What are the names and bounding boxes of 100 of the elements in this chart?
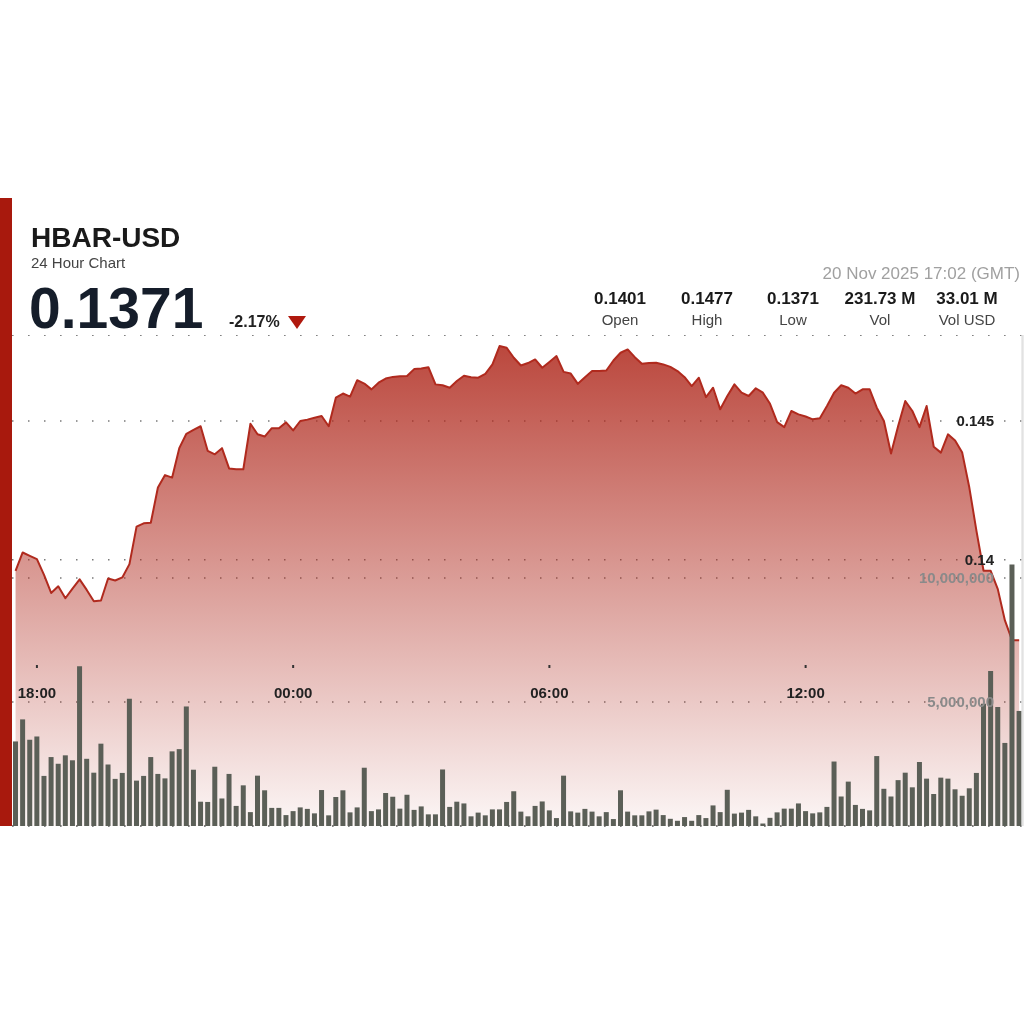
bar [333,796,339,826]
bar [831,761,837,826]
bar [639,815,645,826]
bar [1009,564,1015,826]
bar [383,793,389,826]
bar [618,790,623,826]
bar [425,814,431,826]
bar [966,788,972,826]
bar [148,757,154,826]
bar [361,767,367,826]
text: Open [600,311,640,328]
bar [169,751,175,826]
bar [255,775,260,826]
bar [162,778,168,826]
bar [739,812,744,826]
bar [895,780,901,826]
bar [269,807,275,826]
text: 20 Nov 2025 17:02 (GMT) [822,264,1020,283]
bar [575,812,581,826]
bar [418,806,424,826]
bar [511,791,517,826]
bar [788,808,794,826]
bar [13,741,18,826]
chart-title: HBAR-USD [31,222,181,253]
bar [717,812,723,826]
bar [553,818,559,826]
bar [945,778,951,826]
bar [198,801,204,826]
bar [48,757,54,826]
bar [667,818,673,826]
bar [27,739,33,826]
text: 0.1477 [680,289,734,308]
bar [646,811,652,826]
bar [91,772,97,826]
bar [781,808,787,826]
bar [411,809,417,826]
bar [973,772,979,826]
bar [226,773,232,826]
bar [724,789,730,826]
bar [703,818,709,826]
bar [354,807,360,826]
bar [20,719,26,826]
bar [603,812,609,826]
text: Low [778,311,808,328]
x-tick-label: 18:00 [17,684,57,701]
bar [561,775,567,826]
bar [632,815,638,826]
bar [376,809,381,826]
bar [247,812,253,826]
bar [489,809,495,826]
bar [881,788,887,826]
bar [141,775,147,826]
text: Vol [868,311,892,328]
text: High [690,311,724,328]
bar [568,811,574,826]
bar [959,795,965,826]
bar [902,772,908,826]
bar [845,781,851,826]
bar [874,756,880,826]
bar [931,794,937,826]
bar [404,794,410,826]
bar [55,763,61,826]
bar [532,805,538,826]
bar [219,798,225,826]
bar [447,806,453,826]
annotation: 0.1371 [29,276,204,340]
y2-tick-label: 10,000,000 [918,569,994,587]
text: Vol USD [937,311,997,328]
bar [112,778,118,826]
bar [952,789,958,826]
bar [134,780,139,826]
bar [582,808,588,826]
bar [710,805,716,826]
bar [838,796,844,826]
text: 0.1371 [767,289,819,308]
bar [69,760,75,826]
bar [390,796,396,826]
bar [731,813,737,826]
bar [539,801,545,826]
bar [546,810,552,826]
bar [867,810,873,826]
bar [504,801,510,826]
bar [326,815,332,826]
bar [240,785,246,826]
bar [995,706,1001,826]
bar [290,811,296,826]
bar [774,812,780,826]
bar [84,758,90,826]
bar [212,766,218,826]
bar [432,814,438,826]
bar [824,806,830,826]
text: 0.1401 [593,289,647,308]
bar [276,807,282,826]
bar [497,809,502,826]
x-tick-label: 00:00 [273,684,313,701]
bar [183,706,189,826]
text: 231.73 M [844,289,916,308]
bar [440,769,446,826]
bar [297,807,303,826]
bar [653,809,659,826]
